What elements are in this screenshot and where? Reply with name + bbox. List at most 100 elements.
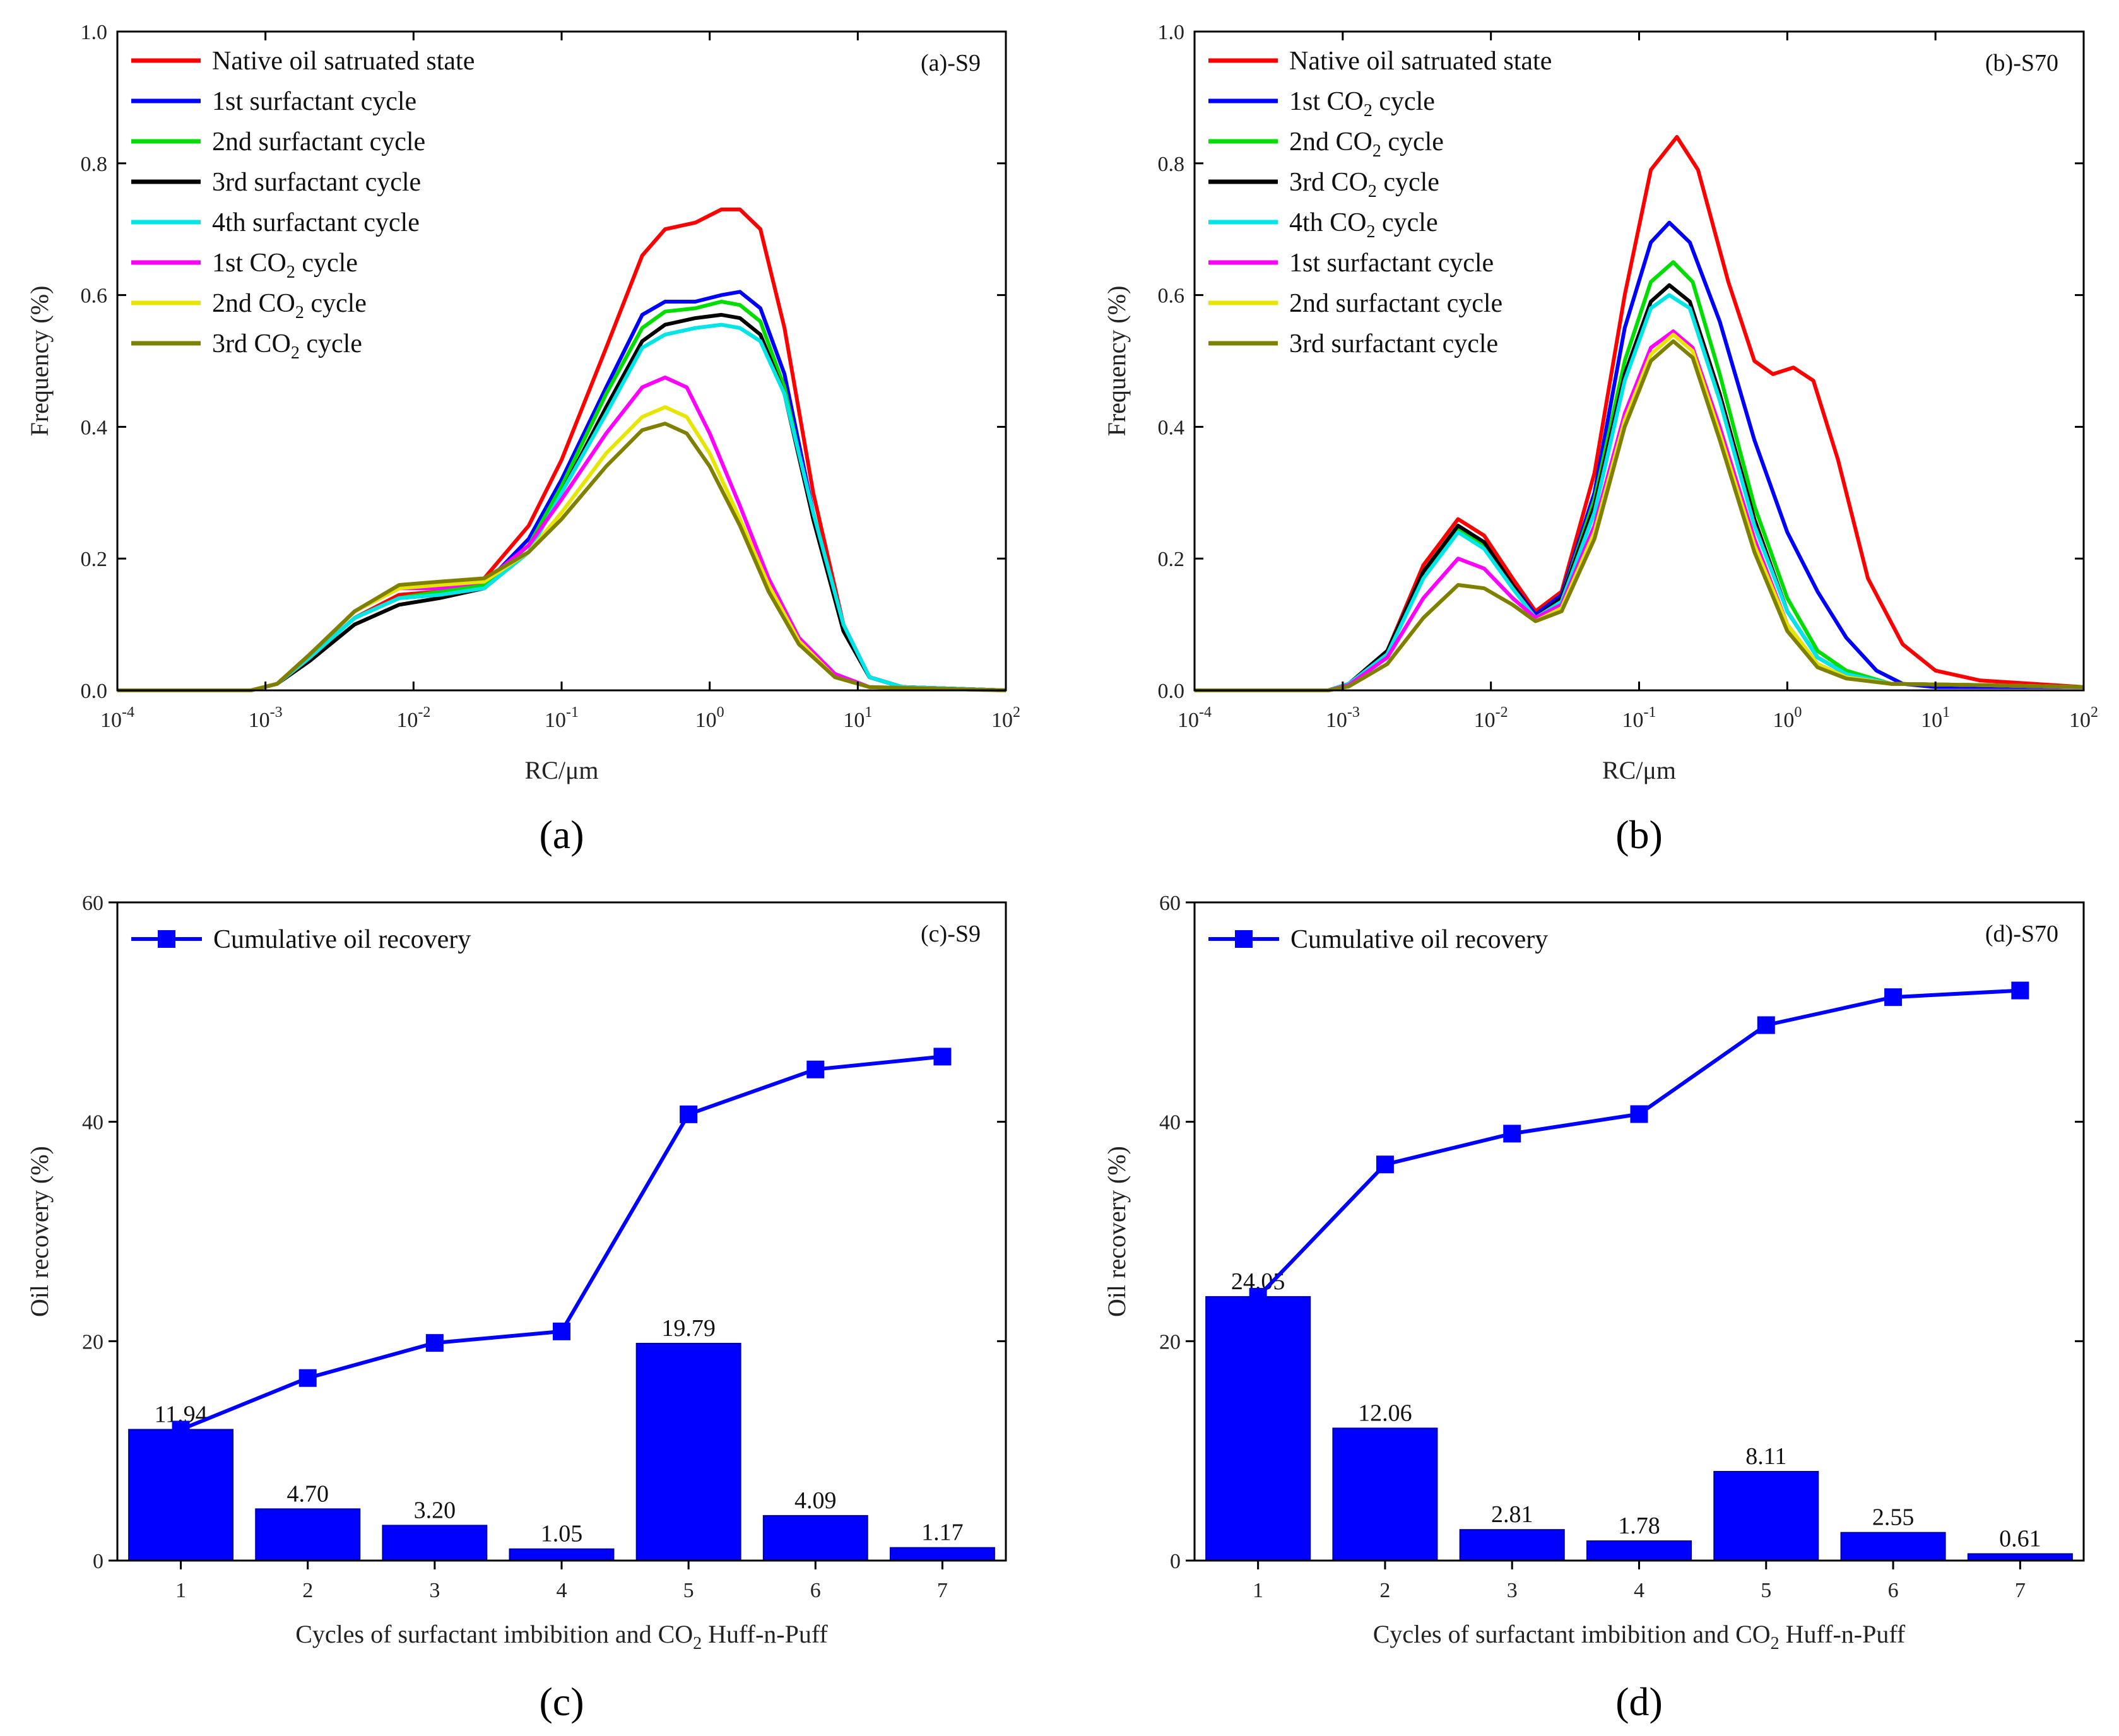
- bar-value-label: 4.09: [794, 1487, 837, 1514]
- y-tick-label: 0.6: [1158, 285, 1185, 308]
- y-tick-label: 40: [82, 1111, 103, 1135]
- x-tick-label: 7: [937, 1579, 948, 1602]
- panel-tag: (b)-S70: [1985, 50, 2058, 76]
- plot-frame: [1195, 902, 2084, 1561]
- x-tick-label: 1: [175, 1579, 186, 1602]
- series-line-6: [117, 377, 1006, 690]
- x-tick-label: 5: [683, 1579, 694, 1602]
- bar-value-label: 3.20: [414, 1497, 456, 1523]
- x-tick-label: 10-2: [1474, 704, 1508, 732]
- cumulative-marker: [1884, 988, 1902, 1006]
- panel-letter: (a): [539, 812, 584, 857]
- y-axis-title: Frequency (%): [25, 286, 54, 437]
- y-tick-label: 20: [82, 1330, 103, 1354]
- cumulative-marker: [680, 1106, 697, 1123]
- bar-7: [890, 1548, 995, 1561]
- bar-5: [1714, 1472, 1818, 1561]
- y-tick-label: 0: [93, 1550, 103, 1573]
- x-tick-label: 6: [810, 1579, 821, 1602]
- x-tick-label: 6: [1888, 1579, 1899, 1602]
- y-tick-label: 40: [1159, 1111, 1181, 1135]
- legend-marker: [1235, 930, 1253, 948]
- series-line-1: [117, 210, 1006, 690]
- x-tick-label: 100: [695, 704, 724, 732]
- bar-4: [510, 1549, 614, 1561]
- panel-letter: (c): [539, 1679, 584, 1724]
- y-axis-title: Frequency (%): [1102, 286, 1131, 437]
- cumulative-marker: [806, 1061, 824, 1078]
- x-tick-label: 2: [302, 1579, 313, 1602]
- y-tick-label: 0.4: [1158, 416, 1185, 439]
- legend-label: 2nd CO2 cycle: [1289, 127, 1444, 161]
- cumulative-marker: [553, 1323, 570, 1340]
- cumulative-marker: [1757, 1017, 1775, 1034]
- bar-6: [1841, 1533, 1945, 1561]
- cumulative-marker: [1376, 1155, 1394, 1173]
- y-tick-label: 0: [1170, 1550, 1181, 1573]
- legend-label: 2nd surfactant cycle: [212, 127, 425, 156]
- bar-6: [764, 1516, 868, 1561]
- plot-frame: [117, 902, 1006, 1561]
- panel-b: 10-4 10-3 10-2 10-1 100 101 1020.00.20.40.60.8…: [1102, 21, 2098, 857]
- x-axis-title: RC/μm: [1602, 756, 1676, 784]
- x-tick-label: 10-1: [1622, 704, 1656, 732]
- x-tick-label: 3: [429, 1579, 440, 1602]
- legend-label: 1st surfactant cycle: [1289, 249, 1494, 278]
- legend-label: 3rd CO2 cycle: [212, 329, 362, 363]
- cumulative-line: [1258, 991, 2021, 1297]
- cumulative-marker: [2011, 982, 2029, 1000]
- cumulative-marker: [172, 1420, 190, 1438]
- legend-label: Cumulative oil recovery: [213, 925, 471, 954]
- x-tick-label: 3: [1507, 1579, 1518, 1602]
- legend-label: 1st CO2 cycle: [212, 249, 358, 282]
- y-axis-title: Oil recovery (%): [25, 1146, 54, 1317]
- series-line-7: [117, 407, 1006, 690]
- y-tick-label: 0.8: [81, 153, 108, 176]
- x-tick-label: 101: [843, 704, 872, 732]
- legend-marker: [158, 930, 175, 948]
- legend-label: 1st CO2 cycle: [1289, 87, 1435, 121]
- bar-1: [129, 1429, 233, 1561]
- x-tick-label: 10-3: [249, 704, 283, 732]
- bar-value-label: 1.78: [1618, 1513, 1660, 1539]
- legend-label: 4th CO2 cycle: [1289, 208, 1438, 242]
- bar-2: [256, 1509, 360, 1561]
- cumulative-marker: [1249, 1288, 1267, 1306]
- y-axis-title: Oil recovery (%): [1102, 1146, 1131, 1317]
- series-line-4: [117, 315, 1006, 690]
- bar-value-label: 12.06: [1358, 1400, 1412, 1426]
- x-tick-label: 10-3: [1326, 704, 1360, 732]
- panel-c: 11.944.703.201.0519.794.091.171 2 3 4 5 6 7020…: [25, 892, 1006, 1724]
- legend-label: 1st surfactant cycle: [212, 87, 416, 116]
- y-tick-label: 0.2: [1158, 548, 1185, 571]
- bar-value-label: 1.17: [921, 1520, 964, 1546]
- panel-tag: (a)-S9: [921, 50, 981, 76]
- x-tick-label: 100: [1773, 704, 1802, 732]
- y-tick-label: 1.0: [1158, 21, 1185, 44]
- x-tick-label: 2: [1379, 1579, 1390, 1602]
- y-tick-label: 0.6: [81, 285, 108, 308]
- y-tick-label: 60: [1159, 892, 1181, 915]
- bar-value-label: 2.81: [1491, 1501, 1533, 1528]
- x-tick-label: 10-4: [1178, 704, 1212, 732]
- legend-label: Native oil satruated state: [212, 47, 475, 76]
- cumulative-marker: [1503, 1125, 1521, 1142]
- x-tick-label: 4: [1634, 1579, 1644, 1602]
- bar-value-label: 0.61: [1999, 1525, 2041, 1552]
- cumulative-marker: [1631, 1105, 1648, 1123]
- x-axis-title: RC/μm: [524, 756, 598, 784]
- bar-5: [637, 1343, 741, 1561]
- y-tick-label: 0.4: [81, 416, 108, 439]
- bar-3: [1460, 1530, 1564, 1561]
- y-tick-label: 20: [1159, 1330, 1181, 1354]
- panel-letter: (b): [1615, 812, 1663, 857]
- legend-label: 2nd CO2 cycle: [212, 289, 367, 322]
- cumulative-marker: [299, 1369, 317, 1387]
- x-tick-label: 10-1: [545, 704, 579, 732]
- bar-1: [1206, 1297, 1310, 1561]
- legend-label: 3rd surfactant cycle: [212, 168, 421, 197]
- panel-letter: (d): [1615, 1679, 1663, 1724]
- bar-value-label: 8.11: [1745, 1443, 1786, 1470]
- legend-label: 3rd CO2 cycle: [1289, 168, 1439, 201]
